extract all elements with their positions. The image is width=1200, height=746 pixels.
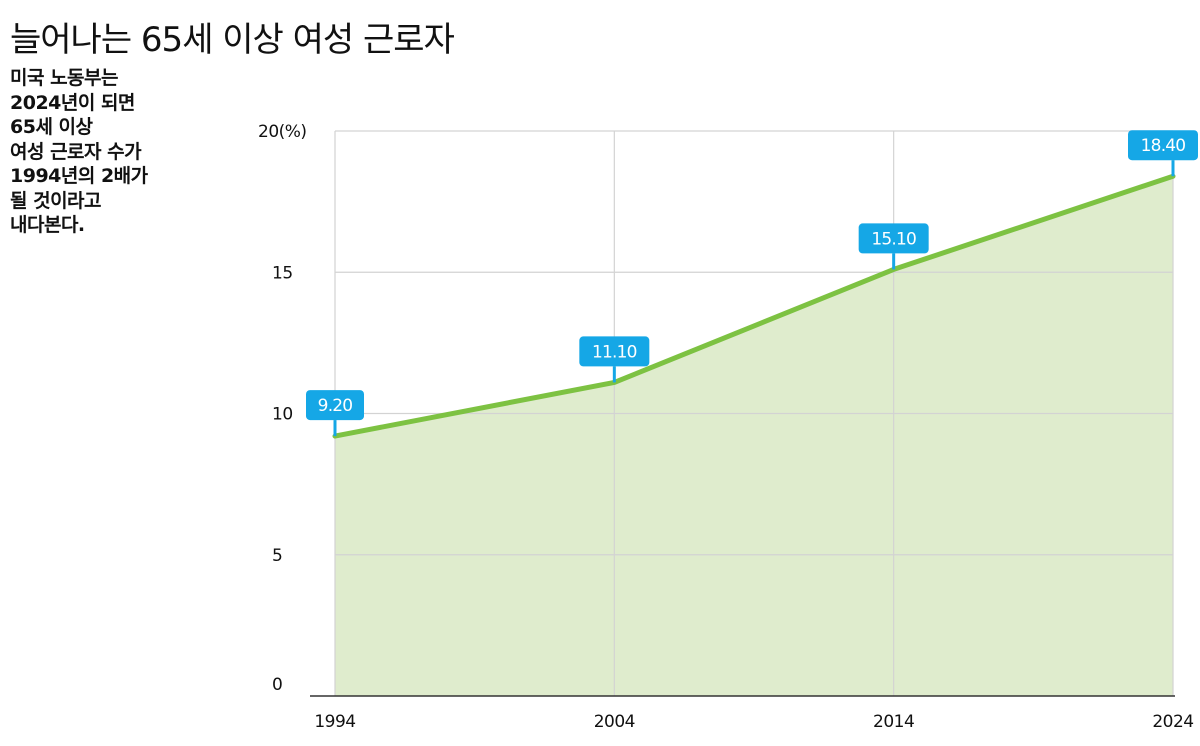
y-tick-label: 5 (272, 546, 282, 566)
y-tick-label: 0 (272, 675, 282, 695)
note-line: 1994년의 2배가 (10, 165, 148, 187)
data-label-box (1128, 130, 1198, 161)
data-label: 18.40 (1141, 136, 1186, 156)
note-line: 65세 이상 (10, 116, 93, 138)
chart-note: 미국 노동부는 2024년이 되면 65세 이상 여성 근로자 수가 1994년… (10, 66, 210, 238)
x-tick-label: 1994 (314, 712, 355, 732)
note-line: 될 것이라고 (10, 189, 102, 212)
x-tick-label: 2004 (594, 712, 635, 732)
y-tick-label: 15 (272, 263, 293, 283)
note-line: 미국 노동부는 (10, 67, 119, 89)
x-tick-label: 2024 (1152, 712, 1193, 732)
note-line: 내다본다. (10, 214, 85, 236)
chart-title: 늘어나는 65세 이상 여성 근로자 (10, 20, 455, 60)
data-label-box (579, 336, 650, 367)
series-line (332, 173, 1176, 439)
area-fill (335, 176, 1173, 696)
note-line: 여성 근로자 수가 (10, 140, 142, 163)
data-label: 15.10 (871, 229, 916, 249)
data-label: 11.10 (592, 342, 637, 362)
y-tick-label: 10 (272, 405, 293, 425)
note-line: 2024년이 되면 (10, 91, 135, 114)
x-tick-label: 2014 (873, 712, 914, 732)
y-tick-label: 20(%) (258, 122, 307, 142)
data-label-box (306, 390, 364, 421)
data-label-box (858, 223, 929, 254)
data-label: 9.20 (318, 396, 353, 416)
